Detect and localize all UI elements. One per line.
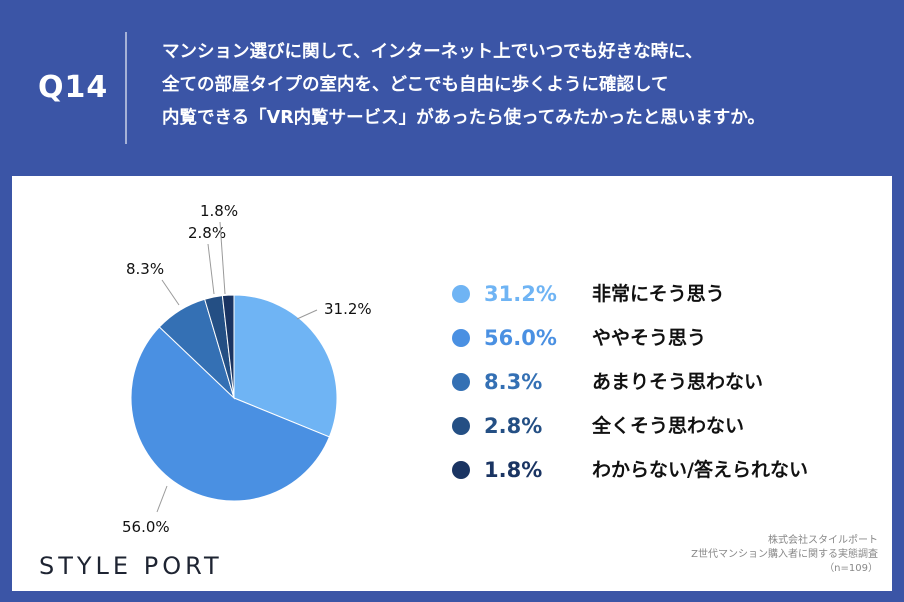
leader-line (219, 221, 226, 295)
legend-item: 8.3% あまりそう思わない (452, 368, 852, 412)
legend-item: 2.8% 全くそう思わない (452, 412, 852, 456)
legend-label: わからない/答えられない (592, 459, 808, 481)
header-divider (125, 32, 127, 144)
legend-item: 56.0% ややそう思う (452, 324, 852, 368)
question-line: 内覧できる「VR内覧サービス」があったら使ってみたかったと思いますか。 (162, 108, 765, 128)
legend-swatch (452, 329, 470, 347)
legend-swatch (452, 461, 470, 479)
question-header: Q14 マンション選びに関して、インターネット上でいつでも好きな時に、 全ての部… (0, 0, 904, 172)
legend-label: 全くそう思わない (592, 415, 745, 437)
source-sample-size: （n=109） (824, 563, 878, 574)
legend-swatch (452, 373, 470, 391)
leader-line (156, 485, 168, 513)
legend-percent: 8.3% (484, 370, 543, 394)
legend-percent: 31.2% (484, 282, 557, 306)
leader-line (296, 309, 318, 320)
pie-chart: 31.2% 56.0% 8.3% 2.8% 1.8% (122, 202, 372, 536)
brand-logo: STYLE PORT (39, 552, 223, 580)
legend-item: 1.8% わからない/答えられない (452, 456, 852, 500)
legend-label: 非常にそう思う (592, 283, 725, 305)
leader-line (161, 279, 180, 306)
data-label: 1.8% (200, 202, 238, 220)
data-label: 31.2% (324, 300, 372, 318)
question-line: 全ての部屋タイプの室内を、どこでも自由に歩くように確認して (162, 75, 669, 95)
legend-percent: 56.0% (484, 326, 557, 350)
question-line: マンション選びに関して、インターネット上でいつでも好きな時に、 (162, 42, 703, 62)
leader-line (207, 243, 215, 295)
data-label: 2.8% (188, 224, 226, 242)
pie-slice (130, 326, 331, 502)
pie-slice (233, 294, 338, 438)
legend-percent: 1.8% (484, 458, 543, 482)
legend-percent: 2.8% (484, 414, 543, 438)
legend-swatch (452, 285, 470, 303)
question-number: Q14 (38, 70, 109, 105)
source-note: 株式会社スタイルポート Z世代マンション購入者に関する実態調査 （n=109） (691, 534, 878, 576)
source-company: 株式会社スタイルポート (768, 535, 878, 546)
chart-card: 31.2% 56.0% 8.3% 2.8% 1.8% 31.2% 非常にそう思う 56.… (12, 176, 892, 591)
chart-legend: 31.2% 非常にそう思う 56.0% ややそう思う 8.3% あまりそう思わな… (452, 280, 852, 500)
question-text: マンション選びに関して、インターネット上でいつでも好きな時に、 全ての部屋タイプ… (162, 36, 882, 135)
legend-label: ややそう思う (592, 327, 707, 349)
legend-item: 31.2% 非常にそう思う (452, 280, 852, 324)
data-label: 8.3% (126, 260, 164, 278)
data-label: 56.0% (122, 518, 170, 536)
legend-label: あまりそう思わない (592, 371, 764, 393)
pie-slice (221, 294, 235, 399)
legend-swatch (452, 417, 470, 435)
source-survey: Z世代マンション購入者に関する実態調査 (691, 549, 878, 560)
